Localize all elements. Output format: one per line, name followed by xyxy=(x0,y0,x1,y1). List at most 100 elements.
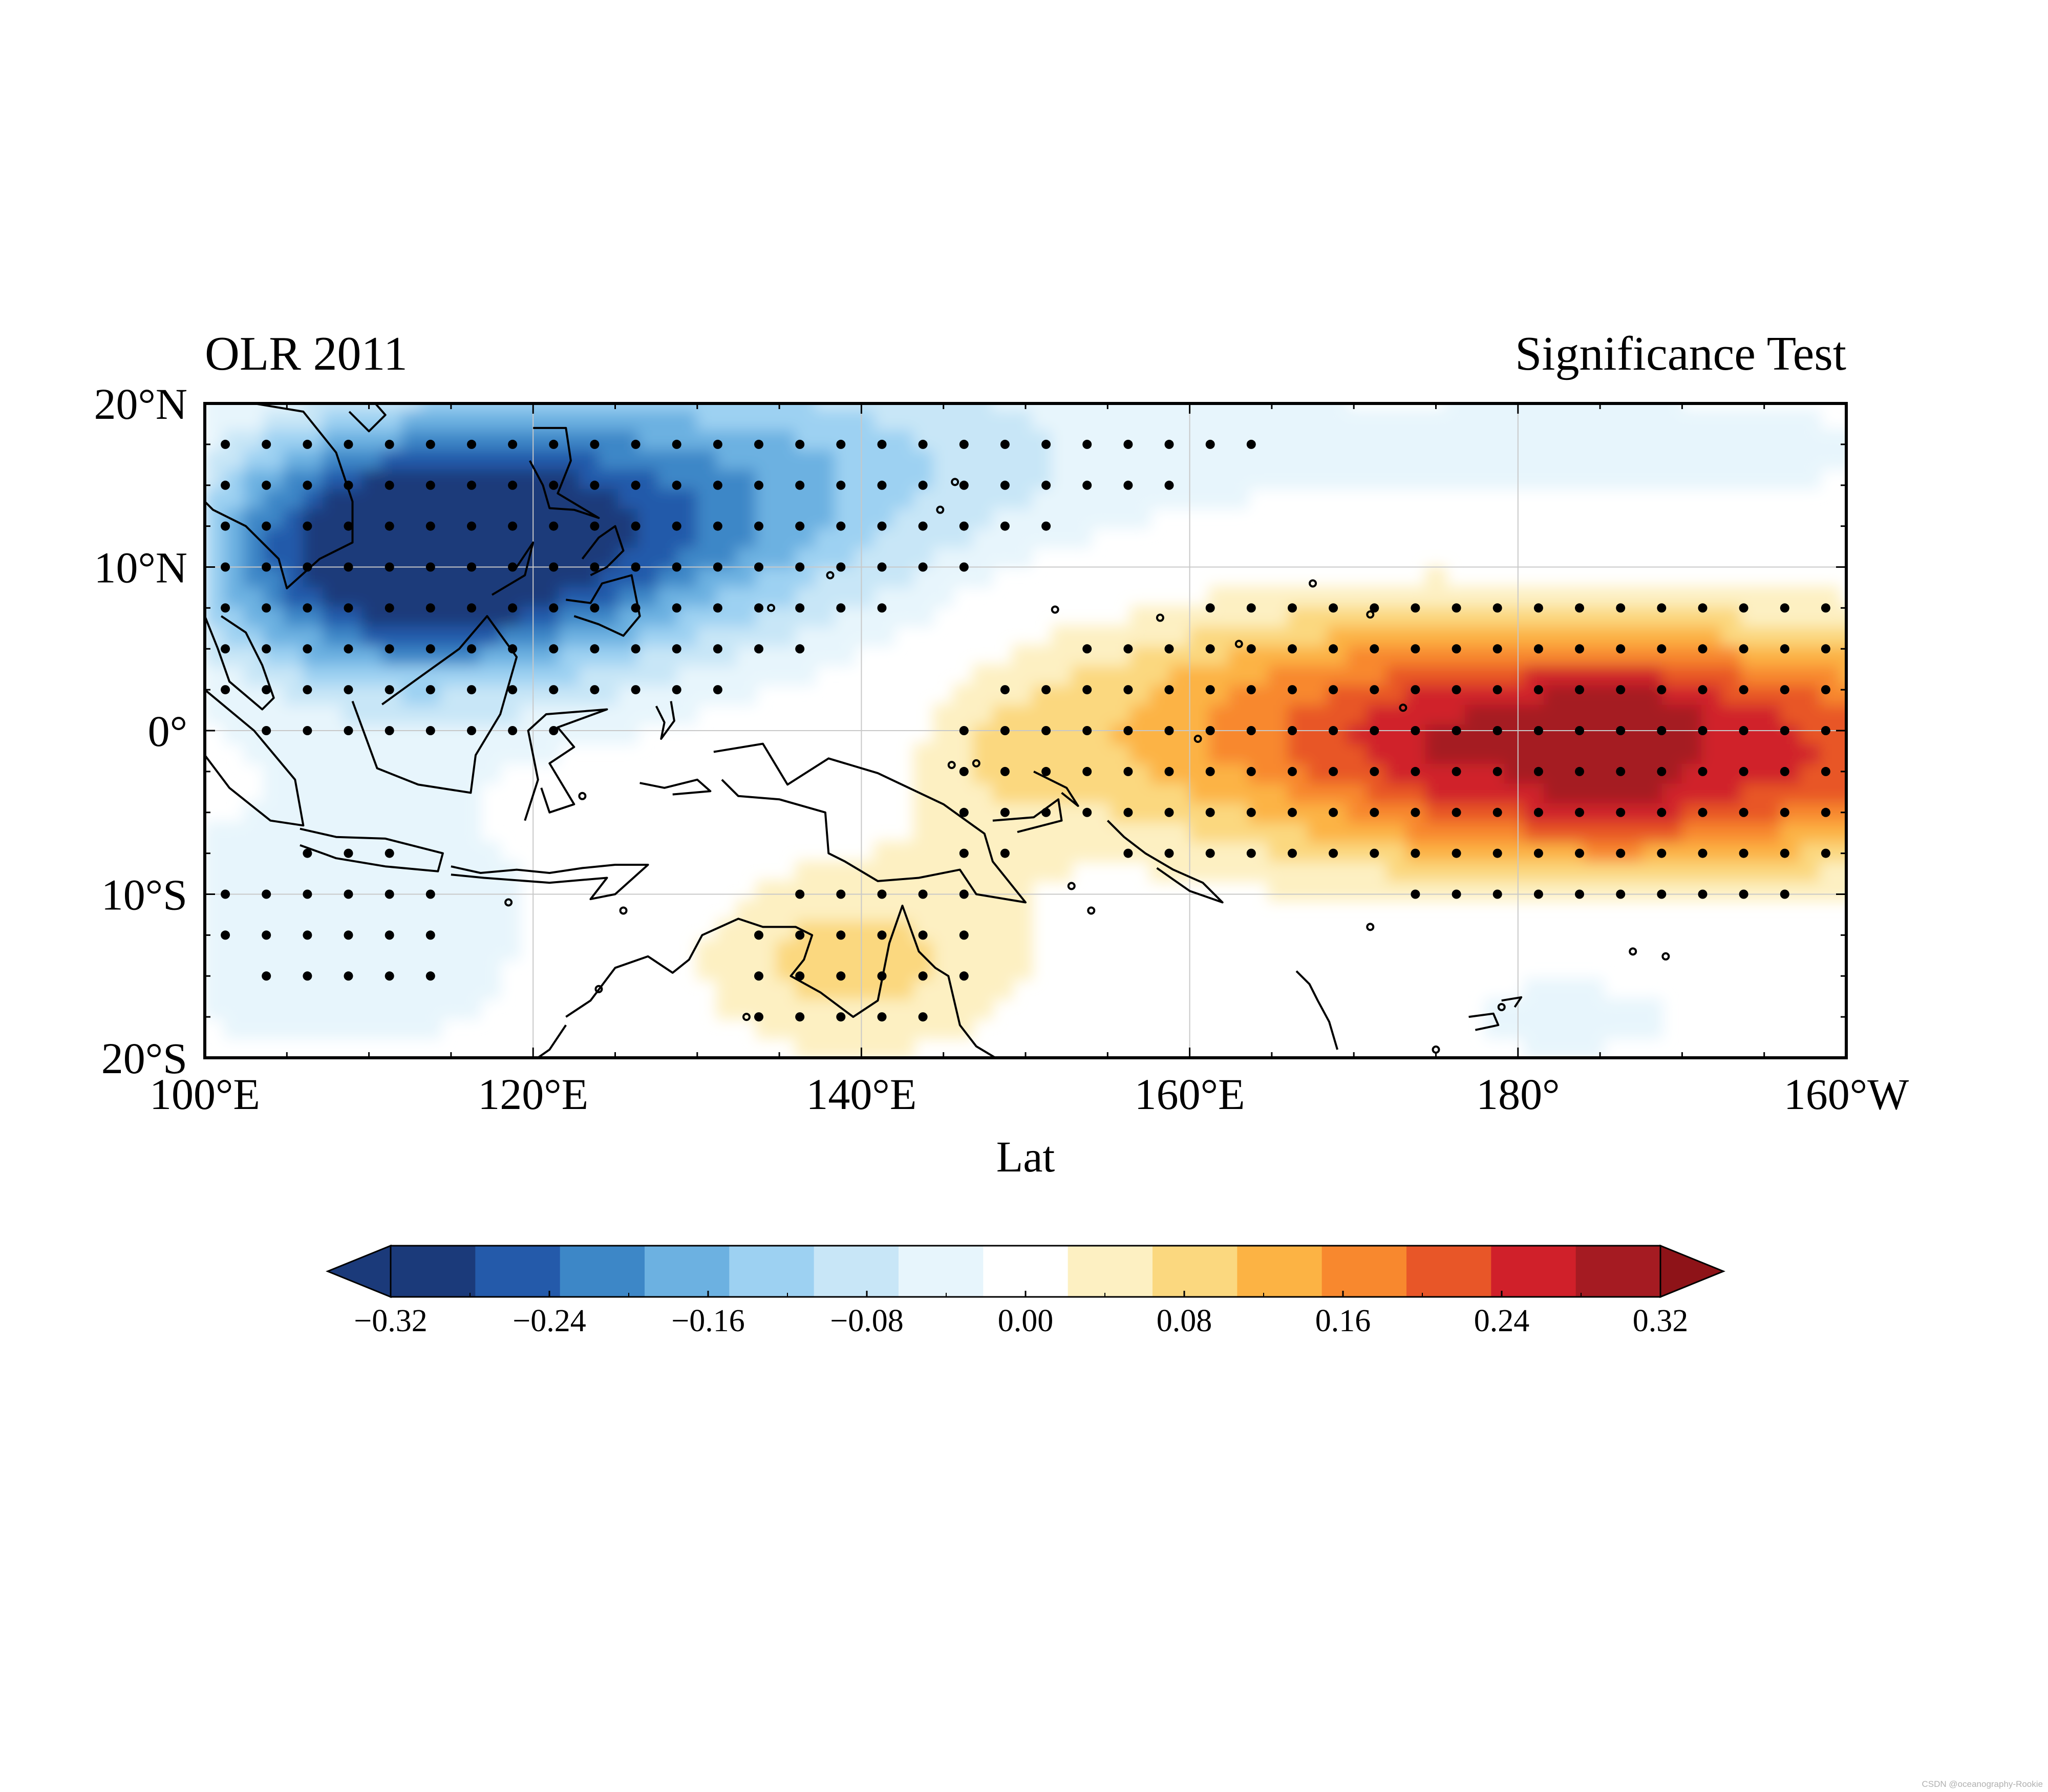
significance-dot xyxy=(385,685,394,695)
significance-dot xyxy=(959,726,969,735)
field-cell xyxy=(1209,409,1230,431)
significance-dot xyxy=(549,726,559,735)
field-cell xyxy=(1583,998,1604,1019)
significance-dot xyxy=(959,930,969,940)
field-cell xyxy=(677,527,698,548)
field-cell xyxy=(460,998,481,1019)
significance-dot xyxy=(1616,807,1626,817)
field-cell xyxy=(1347,762,1368,784)
significance-dot xyxy=(467,562,476,572)
field-cell xyxy=(795,625,816,646)
field-cell xyxy=(1012,409,1033,431)
field-cell xyxy=(756,488,777,509)
field-cell xyxy=(381,488,402,509)
field-cell xyxy=(401,625,422,646)
field-cell xyxy=(933,723,954,744)
field-cell xyxy=(1563,743,1585,764)
field-cell xyxy=(1327,880,1348,902)
field-cell xyxy=(1583,586,1604,607)
field-cell xyxy=(1661,782,1683,803)
field-cell xyxy=(500,743,521,764)
field-cell xyxy=(835,1018,856,1039)
field-cell xyxy=(1740,743,1762,764)
significance-dot xyxy=(1533,889,1543,899)
field-cell xyxy=(756,625,777,646)
field-cell xyxy=(1268,645,1289,666)
field-cell xyxy=(1268,606,1289,627)
field-cell xyxy=(992,403,1013,411)
field-cell xyxy=(1405,625,1427,646)
field-cell xyxy=(440,900,462,921)
small-island xyxy=(742,1013,751,1021)
field-cell xyxy=(440,920,462,941)
field-cell xyxy=(322,821,344,843)
field-cell xyxy=(539,665,560,686)
field-cell xyxy=(1701,468,1722,489)
field-cell xyxy=(1051,488,1072,509)
field-cell xyxy=(519,743,541,764)
significance-dot xyxy=(1698,603,1708,613)
field-cell xyxy=(992,900,1013,921)
significance-dot xyxy=(1452,685,1461,695)
field-cell xyxy=(1189,468,1210,489)
field-cell xyxy=(1563,1018,1585,1039)
field-cell xyxy=(381,998,402,1019)
significance-dot xyxy=(1575,644,1584,654)
field-cell xyxy=(578,409,600,431)
significance-dot xyxy=(1575,685,1584,695)
field-cell xyxy=(1800,703,1821,725)
field-cell xyxy=(1563,665,1585,686)
field-cell xyxy=(1012,920,1033,941)
field-cell xyxy=(1091,429,1112,450)
field-cell xyxy=(736,507,757,528)
field-cell xyxy=(1051,507,1072,528)
field-cell xyxy=(933,998,954,1019)
field-cell xyxy=(933,939,954,961)
field-cell xyxy=(559,625,580,646)
significance-dot xyxy=(1411,807,1420,817)
field-cell xyxy=(401,762,422,784)
field-cell xyxy=(1012,743,1033,764)
significance-dot xyxy=(549,562,559,572)
field-cell xyxy=(303,403,324,411)
field-cell xyxy=(1248,861,1269,882)
field-cell xyxy=(1622,409,1644,431)
field-cell xyxy=(1327,429,1348,450)
field-cell xyxy=(460,527,481,548)
field-cell xyxy=(1169,403,1190,411)
significance-dot xyxy=(1164,807,1174,817)
field-cell xyxy=(1386,606,1407,627)
significance-dot xyxy=(1657,685,1667,695)
field-cell xyxy=(1051,703,1072,725)
field-cell xyxy=(1189,703,1210,725)
field-cell xyxy=(1504,606,1525,627)
field-cell xyxy=(1839,645,1846,666)
field-cell xyxy=(1228,645,1250,666)
field-cell xyxy=(1780,409,1801,431)
field-cell xyxy=(1425,625,1446,646)
field-cell xyxy=(440,762,462,784)
field-cell xyxy=(1287,821,1309,843)
field-cell xyxy=(1386,429,1407,450)
field-cell xyxy=(775,998,797,1019)
field-cell xyxy=(1366,625,1388,646)
significance-dot xyxy=(425,562,435,572)
field-cell xyxy=(1347,645,1368,666)
field-cell xyxy=(1327,743,1348,764)
field-cell xyxy=(322,665,344,686)
field-cell xyxy=(933,703,954,725)
field-cell xyxy=(1583,468,1604,489)
significance-dot xyxy=(344,521,353,531)
field-cell xyxy=(1425,449,1446,470)
field-cell xyxy=(952,821,974,843)
significance-dot xyxy=(672,562,681,572)
coastline xyxy=(348,403,387,433)
field-cell xyxy=(381,586,402,607)
significance-dot xyxy=(1164,848,1174,858)
field-cell xyxy=(815,606,836,627)
field-cell xyxy=(1327,703,1348,725)
field-cell xyxy=(657,665,678,686)
field-cell xyxy=(1839,703,1846,725)
field-cell xyxy=(854,1037,876,1058)
field-cell xyxy=(1465,645,1486,666)
